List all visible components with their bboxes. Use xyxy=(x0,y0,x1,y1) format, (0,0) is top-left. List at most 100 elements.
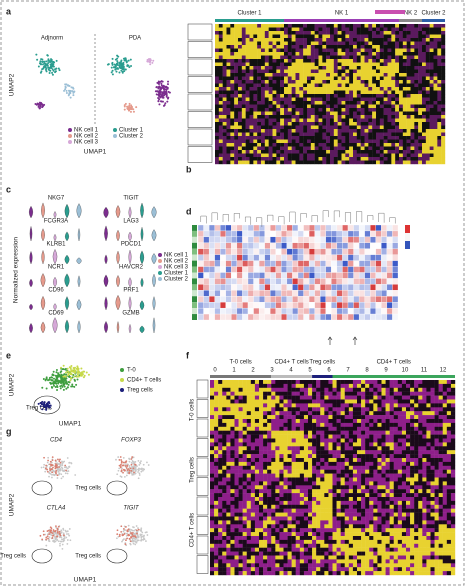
cell-point xyxy=(168,91,171,94)
heatmap-cell xyxy=(433,129,438,133)
heatmap-cell xyxy=(307,143,312,147)
heatmap-cell xyxy=(280,90,285,95)
heatmap-cell xyxy=(392,224,399,232)
heatmap-cell xyxy=(322,122,327,126)
heatmap-cell xyxy=(347,236,354,243)
heatmap-cell xyxy=(441,38,446,42)
heatmap-cell xyxy=(349,108,354,112)
heatmap-cell xyxy=(307,150,312,154)
heatmap-cell xyxy=(250,520,256,525)
heatmap-cell xyxy=(441,62,446,67)
heatmap-cell xyxy=(242,426,247,431)
heatmap-cell xyxy=(310,94,315,98)
heatmap-cell xyxy=(281,230,288,238)
heatmap-cell xyxy=(245,94,250,98)
heatmap-cell xyxy=(222,461,227,466)
heatmap-cell xyxy=(276,80,281,84)
heatmap-cell xyxy=(276,143,281,147)
heatmap-cell xyxy=(364,24,369,28)
heatmap-cell xyxy=(402,115,407,119)
heatmap-cell xyxy=(268,87,273,91)
cell-point xyxy=(39,405,42,408)
heatmap-cell xyxy=(395,31,400,35)
violin xyxy=(29,225,33,242)
heatmap-cell xyxy=(337,153,342,158)
heatmap-cell xyxy=(283,567,288,572)
heatmap-cell xyxy=(226,469,231,474)
violin xyxy=(64,254,70,265)
cell-point xyxy=(69,370,72,373)
heatmap-cell xyxy=(283,403,288,408)
heatmap-cell xyxy=(399,31,404,35)
heatmap-cell xyxy=(437,129,442,133)
heatmap-cell xyxy=(250,454,256,459)
heatmap-cell xyxy=(283,415,288,420)
heatmap-cell xyxy=(208,254,215,261)
cell-point xyxy=(164,102,167,105)
heatmap-cell xyxy=(370,296,376,303)
heatmap-cell xyxy=(261,104,266,109)
colorbar xyxy=(405,233,410,241)
heatmap-cell xyxy=(242,296,249,303)
heatmap-cell xyxy=(238,31,243,35)
heatmap-cell xyxy=(242,539,247,544)
heatmap-cell xyxy=(218,465,223,470)
heatmap-cell xyxy=(375,290,382,297)
heatmap-cell xyxy=(318,90,323,95)
heatmap-cell xyxy=(406,125,411,130)
heatmap-cell xyxy=(283,524,288,529)
heatmap-cell xyxy=(322,129,327,133)
heatmap-cell xyxy=(234,118,239,123)
heatmap-cell xyxy=(337,122,342,126)
heatmap-cell xyxy=(230,160,235,165)
cell-point xyxy=(69,372,72,375)
heatmap-cell xyxy=(414,69,419,74)
heatmap-cell xyxy=(429,129,434,133)
heatmap-cell xyxy=(245,129,250,133)
heatmap-cell xyxy=(330,125,335,130)
heatmap-cell xyxy=(245,146,250,151)
heatmap-cell xyxy=(391,108,396,112)
heatmap-cell xyxy=(353,52,358,56)
heatmap-cell xyxy=(406,48,411,53)
heatmap-cell xyxy=(418,24,423,28)
cell-point xyxy=(51,374,54,377)
heatmap-cell xyxy=(280,80,285,84)
heatmap-cell xyxy=(222,395,227,400)
heatmap-cell xyxy=(242,551,247,556)
heatmap-cell xyxy=(386,230,393,238)
gene-label: FCGR3A xyxy=(44,219,68,225)
heatmap-cell xyxy=(275,469,280,474)
heatmap-cell xyxy=(383,136,388,140)
heatmap-cell xyxy=(299,434,305,439)
heatmap-cell xyxy=(249,66,254,70)
heatmap-cell xyxy=(261,125,266,130)
heatmap-cell xyxy=(218,454,223,459)
heatmap-cell xyxy=(291,497,296,502)
heatmap-cell xyxy=(356,27,361,32)
heatmap-cell xyxy=(422,146,427,151)
heatmap-cell xyxy=(208,307,215,315)
heatmap-cell xyxy=(297,290,304,297)
heatmap-cell xyxy=(259,555,264,560)
cell-point xyxy=(41,105,44,108)
heatmap-cell xyxy=(429,34,434,39)
heatmap-cell xyxy=(210,536,215,541)
heatmap-cell xyxy=(410,160,415,165)
heatmap-cell xyxy=(234,387,239,392)
heatmap-cell xyxy=(310,111,315,116)
heatmap-cell xyxy=(333,66,338,70)
heatmap-cell xyxy=(337,34,342,39)
heatmap-cell xyxy=(364,27,369,32)
heatmap-cell xyxy=(287,473,292,478)
heatmap-cell xyxy=(222,563,227,568)
cell-point xyxy=(146,60,149,63)
heatmap-cell xyxy=(325,290,332,297)
heatmap-cell xyxy=(253,143,258,147)
heatmap-cell xyxy=(214,290,221,297)
dendrogram xyxy=(200,215,207,224)
heatmap-cell xyxy=(280,122,285,126)
heatmap-cell xyxy=(253,129,258,133)
heatmap-cell xyxy=(222,458,227,463)
heatmap-cell xyxy=(242,512,247,517)
